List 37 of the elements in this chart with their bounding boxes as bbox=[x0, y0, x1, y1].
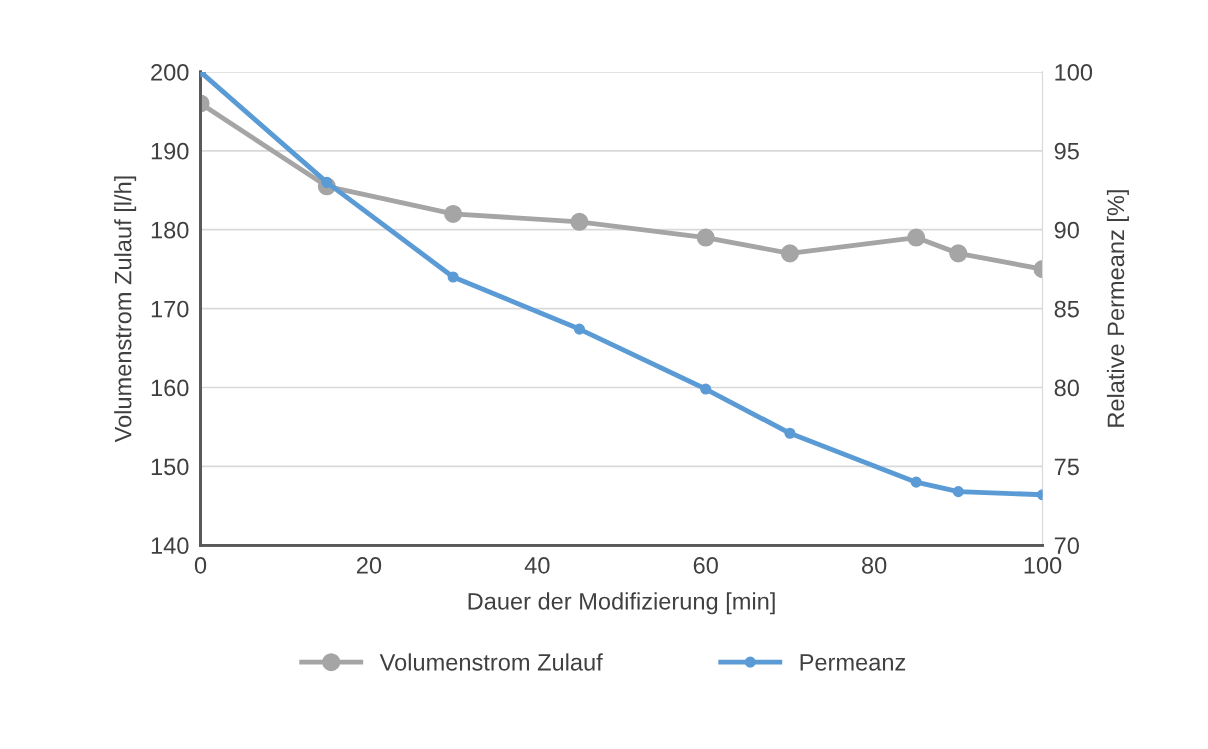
y-tick-label: 190 bbox=[151, 142, 189, 160]
point bbox=[573, 323, 585, 335]
point bbox=[952, 486, 964, 498]
x-tick-label: 40 bbox=[524, 557, 550, 574]
y-tick-label: 140 bbox=[151, 537, 189, 555]
y2-tick-label: 70 bbox=[1054, 537, 1079, 555]
x-tick-label: 100 bbox=[1024, 557, 1062, 574]
x-tick-label: 80 bbox=[862, 557, 887, 574]
point bbox=[447, 271, 459, 283]
y2-tick-label: 85 bbox=[1054, 300, 1079, 318]
point bbox=[949, 244, 968, 263]
y2-axis-title: Relative Permeanz [%] bbox=[1106, 190, 1129, 427]
y-tick-label: 200 bbox=[151, 63, 189, 81]
y2-tick-label: 75 bbox=[1054, 458, 1079, 476]
x-axis-title: Dauer der Modifizierung [min] bbox=[468, 592, 775, 615]
y-tick-label: 150 bbox=[151, 458, 189, 476]
point bbox=[907, 228, 926, 247]
y-tick-label: 170 bbox=[151, 300, 189, 318]
legend-label: Permeanz bbox=[800, 654, 906, 671]
legend-label: Volumenstrom Zulauf bbox=[379, 653, 603, 671]
x-tick-label: 20 bbox=[356, 557, 382, 574]
point bbox=[700, 383, 712, 395]
point bbox=[444, 204, 463, 223]
y-tick-label: 180 bbox=[151, 221, 189, 239]
x-tick-label: 0 bbox=[194, 557, 207, 574]
y-tick-label: 160 bbox=[151, 379, 189, 397]
y2-tick-label: 90 bbox=[1054, 221, 1079, 239]
point bbox=[910, 476, 922, 488]
point bbox=[784, 427, 796, 439]
y2-tick-label: 95 bbox=[1054, 142, 1079, 160]
point bbox=[696, 228, 715, 247]
y2-tick-label: 80 bbox=[1054, 379, 1079, 397]
point bbox=[780, 244, 799, 263]
y2-tick-label: 100 bbox=[1055, 63, 1093, 81]
y-axis-title: Volumenstrom Zulauf [l/h] bbox=[114, 176, 137, 443]
x-tick-label: 60 bbox=[693, 557, 718, 574]
point bbox=[570, 212, 589, 231]
